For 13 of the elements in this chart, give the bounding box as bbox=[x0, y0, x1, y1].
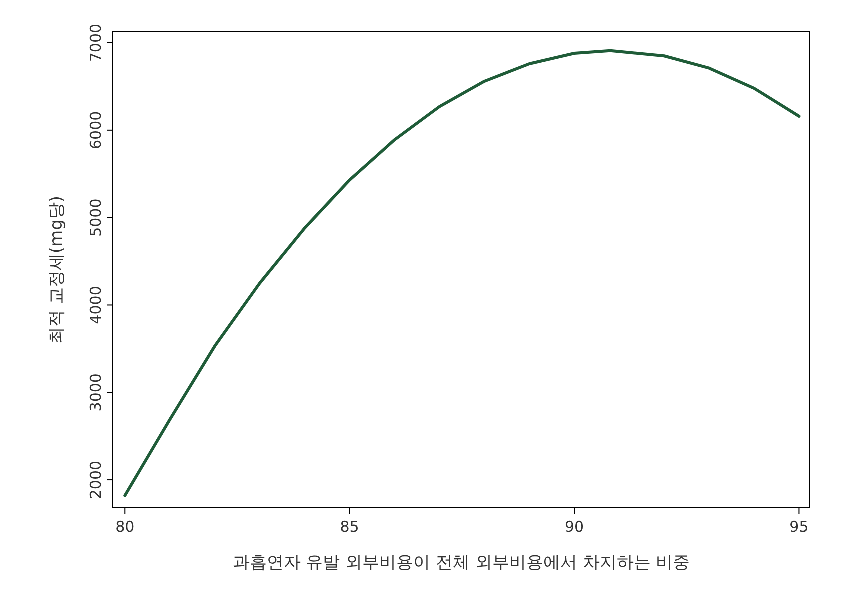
x-tick-label: 90 bbox=[564, 518, 584, 536]
x-tick-label: 85 bbox=[340, 518, 360, 536]
y-tick-label: 2000 bbox=[87, 460, 105, 500]
y-tick-label: 3000 bbox=[87, 374, 105, 412]
y-tick-label: 6000 bbox=[87, 111, 105, 150]
y-axis-title: 최적 교정세(mg당) bbox=[47, 196, 67, 344]
line-series bbox=[124, 49, 801, 498]
x-axis-title: 과흡연자 유발 외부비용이 전체 외부비용에서 차지하는 비중 bbox=[232, 553, 690, 573]
y-tick-label: 4000 bbox=[87, 286, 105, 324]
y-tick-label: 5000 bbox=[87, 198, 105, 237]
y-tick-label: 7000 bbox=[87, 24, 105, 62]
x-tick-label: 95 bbox=[790, 518, 809, 536]
x-tick-label: 80 bbox=[116, 518, 135, 536]
